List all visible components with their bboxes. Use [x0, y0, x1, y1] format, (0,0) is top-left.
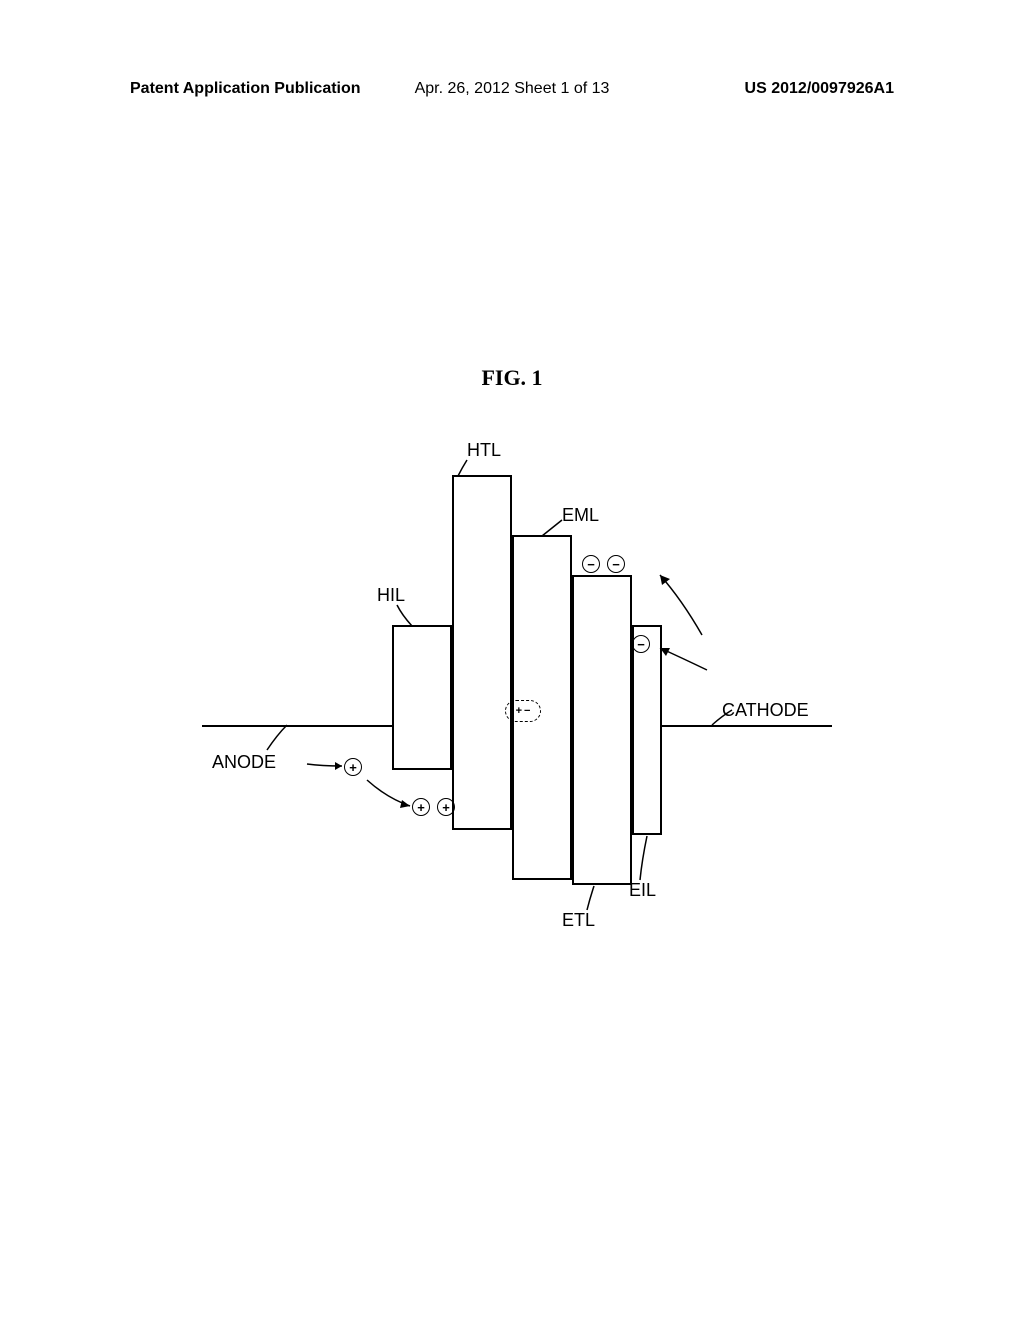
header-left: Patent Application Publication: [130, 80, 361, 98]
header-right: US 2012/0097926A1: [745, 80, 894, 98]
anode-line: [202, 725, 392, 727]
hole-charge: +: [437, 798, 455, 816]
anode-label: ANODE: [212, 752, 276, 773]
eml-label: EML: [562, 505, 599, 526]
etl-layer: [572, 575, 632, 885]
cathode-line: [662, 725, 832, 727]
energy-diagram: ANODE CATHODE HIL HTL EML ETL EIL: [162, 420, 862, 1020]
figure-title: FIG. 1: [481, 365, 542, 391]
header-center: Apr. 26, 2012 Sheet 1 of 13: [415, 80, 610, 98]
hole-charge: +: [344, 758, 362, 776]
hil-label: HIL: [377, 585, 405, 606]
diagram-container: ANODE CATHODE HIL HTL EML ETL EIL: [0, 420, 1024, 1020]
htl-label: HTL: [467, 440, 501, 461]
electron-charge: −: [632, 635, 650, 653]
electron-charge: −: [582, 555, 600, 573]
cathode-label: CATHODE: [722, 700, 809, 721]
electron-charge: −: [607, 555, 625, 573]
eil-layer: [632, 625, 662, 835]
hole-charge: +: [412, 798, 430, 816]
htl-layer: [452, 475, 512, 830]
eil-label: EIL: [629, 880, 656, 901]
exciton: +−: [505, 700, 541, 722]
page-header: Patent Application Publication Apr. 26, …: [0, 80, 1024, 98]
etl-label: ETL: [562, 910, 595, 931]
hil-layer: [392, 625, 452, 770]
